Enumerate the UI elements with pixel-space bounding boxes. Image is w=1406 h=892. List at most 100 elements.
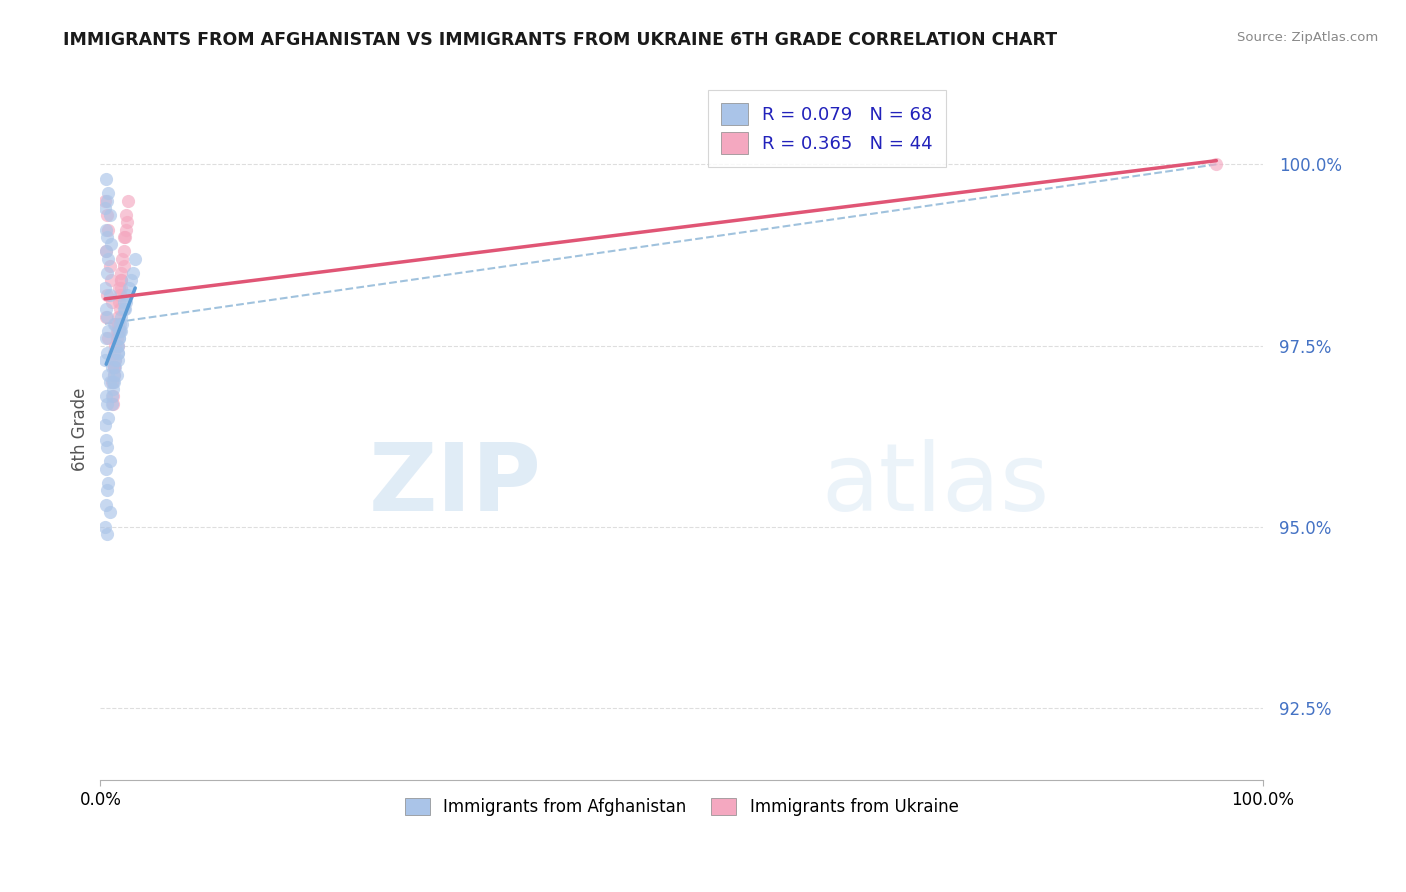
Point xyxy=(101,396,124,410)
Point xyxy=(115,288,138,302)
Point xyxy=(94,519,117,533)
Point xyxy=(104,338,127,352)
Point xyxy=(108,324,131,338)
Point xyxy=(110,324,132,338)
Point xyxy=(110,310,132,324)
Point xyxy=(107,353,129,368)
Point xyxy=(115,295,138,310)
Point xyxy=(110,273,132,287)
Point xyxy=(111,317,134,331)
Legend: Immigrants from Afghanistan, Immigrants from Ukraine: Immigrants from Afghanistan, Immigrants … xyxy=(396,789,967,825)
Point xyxy=(120,273,142,287)
Point xyxy=(103,360,125,375)
Point xyxy=(108,324,131,338)
Point xyxy=(105,331,128,345)
Point xyxy=(96,527,118,541)
Point xyxy=(103,375,125,389)
Point xyxy=(107,338,129,352)
Point xyxy=(96,310,118,324)
Point xyxy=(107,346,129,360)
Point xyxy=(97,368,120,382)
Point xyxy=(97,331,120,345)
Point xyxy=(108,331,131,345)
Point xyxy=(112,244,135,259)
Point xyxy=(97,476,120,491)
Point xyxy=(100,273,122,287)
Point xyxy=(104,353,127,368)
Point xyxy=(96,222,118,236)
Point xyxy=(96,433,118,447)
Point xyxy=(96,302,118,317)
Point xyxy=(112,259,135,273)
Y-axis label: 6th Grade: 6th Grade xyxy=(72,387,89,471)
Point xyxy=(96,172,118,186)
Point xyxy=(105,368,128,382)
Point xyxy=(115,208,138,222)
Point xyxy=(96,440,118,454)
Point xyxy=(101,375,124,389)
Point xyxy=(105,324,128,338)
Point xyxy=(96,310,118,324)
Point xyxy=(103,360,125,375)
Text: IMMIGRANTS FROM AFGHANISTAN VS IMMIGRANTS FROM UKRAINE 6TH GRADE CORRELATION CHA: IMMIGRANTS FROM AFGHANISTAN VS IMMIGRANT… xyxy=(63,31,1057,49)
Point xyxy=(97,222,120,236)
Point xyxy=(101,382,124,396)
Point xyxy=(117,194,139,208)
Point xyxy=(103,368,125,382)
Point xyxy=(115,215,138,229)
Point xyxy=(94,353,117,368)
Point xyxy=(96,331,118,345)
Point xyxy=(111,252,134,266)
Point xyxy=(98,208,121,222)
Point xyxy=(122,266,145,280)
Point xyxy=(96,396,118,410)
Point xyxy=(108,295,131,310)
Point xyxy=(94,418,117,433)
Point xyxy=(96,244,118,259)
Point xyxy=(107,338,129,352)
Point xyxy=(98,375,121,389)
Point xyxy=(115,222,138,236)
Point xyxy=(110,273,132,287)
Point xyxy=(112,302,135,317)
Point xyxy=(96,194,118,208)
Point xyxy=(101,295,124,310)
Point xyxy=(98,288,121,302)
Point xyxy=(124,252,146,266)
Point xyxy=(94,194,117,208)
Point xyxy=(103,317,125,331)
Point xyxy=(97,252,120,266)
Point xyxy=(107,346,129,360)
Point xyxy=(96,498,118,512)
Point xyxy=(94,280,117,294)
Point xyxy=(114,230,136,244)
Point xyxy=(98,259,121,273)
Point xyxy=(94,201,117,215)
Point xyxy=(101,389,124,403)
Point xyxy=(96,208,118,222)
Point xyxy=(103,368,125,382)
Point xyxy=(100,237,122,252)
Point xyxy=(101,396,124,410)
Point xyxy=(112,230,135,244)
Point xyxy=(104,353,127,368)
Point xyxy=(96,244,118,259)
Point xyxy=(98,454,121,468)
Point xyxy=(97,411,120,425)
Point xyxy=(96,230,118,244)
Point xyxy=(107,317,129,331)
Point xyxy=(96,483,118,498)
Point xyxy=(118,280,141,294)
Point xyxy=(108,288,131,302)
Point xyxy=(108,280,131,294)
Point xyxy=(103,346,125,360)
Point xyxy=(110,266,132,280)
Point xyxy=(107,310,129,324)
Text: Source: ZipAtlas.com: Source: ZipAtlas.com xyxy=(1237,31,1378,45)
Point xyxy=(108,331,131,345)
Point xyxy=(96,389,118,403)
Point xyxy=(108,302,131,317)
Text: ZIP: ZIP xyxy=(370,439,543,531)
Point xyxy=(110,280,132,294)
Point xyxy=(104,360,127,375)
